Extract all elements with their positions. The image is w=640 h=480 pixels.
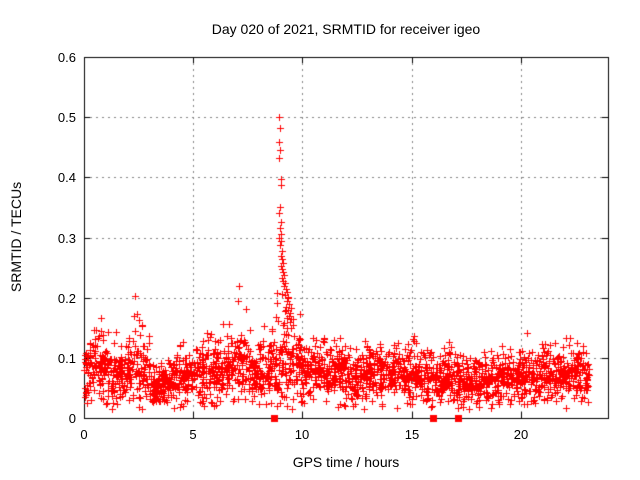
y-tick-label: 0.5: [57, 110, 76, 125]
y-tick-label: 0.4: [57, 170, 76, 185]
y-tick-label: 0.1: [57, 351, 76, 366]
x-tick-label: 15: [404, 427, 420, 442]
x-tick-label: 10: [294, 427, 310, 442]
y-tick-label: 0: [68, 411, 76, 426]
x-axis-label: GPS time / hours: [292, 454, 400, 470]
x-tick-label: 0: [80, 427, 88, 442]
x-tick-label: 20: [513, 427, 529, 442]
y-tick-label: 0.6: [57, 50, 76, 65]
y-tick-label: 0.3: [57, 231, 76, 246]
y-tick-label: 0.2: [57, 291, 76, 306]
x-tick-label: 5: [189, 427, 197, 442]
chart-title: Day 020 of 2021, SRMTID for receiver ige…: [211, 21, 481, 37]
y-axis-label: SRMTID / TECUs: [8, 181, 24, 293]
